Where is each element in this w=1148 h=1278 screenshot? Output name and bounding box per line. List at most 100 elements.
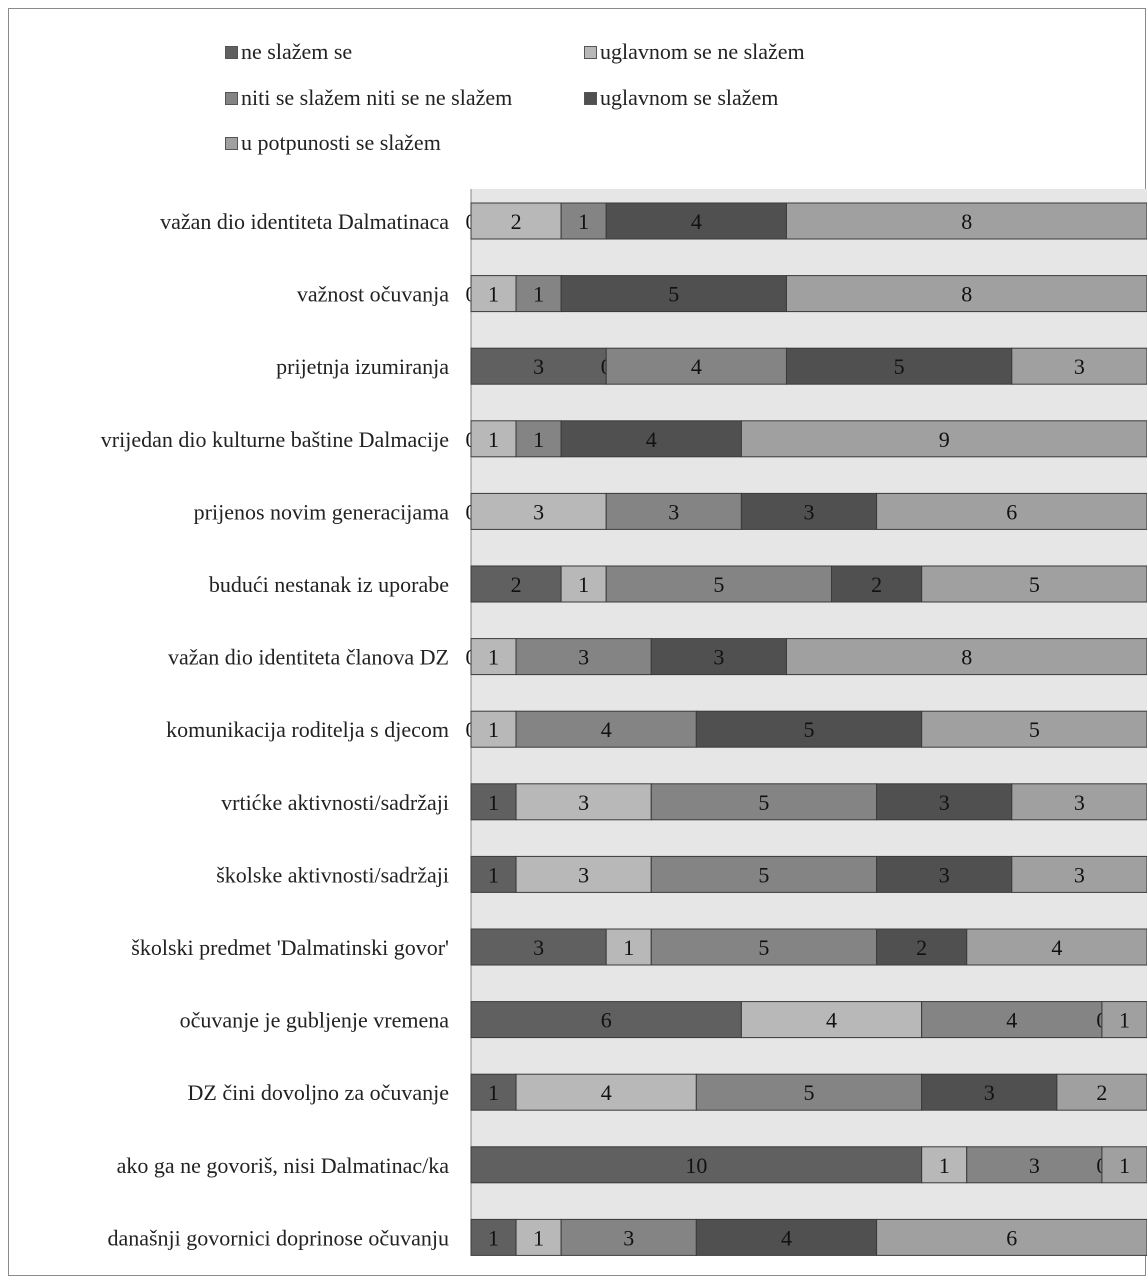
data-label: 2	[511, 209, 522, 234]
bar-segment	[470, 1073, 517, 1111]
bar-segment	[1011, 855, 1147, 893]
bar-segment	[515, 1218, 562, 1256]
category-label: ako ga ne govoriš, nisi Dalmatinac/ka	[117, 1153, 450, 1178]
bar-segment	[921, 1073, 1058, 1111]
legend-label: u potpunosti se slažem	[241, 130, 441, 155]
legend-item: uglavnom se slažem	[584, 85, 778, 111]
data-label: 5	[758, 790, 769, 815]
bar-segment	[876, 928, 968, 966]
bar-segment	[785, 638, 1147, 676]
data-label: 4	[646, 427, 657, 452]
legend-item: ne slažem se	[225, 39, 352, 65]
legend-label: uglavnom se ne slažem	[600, 39, 805, 64]
data-label: 1	[533, 427, 544, 452]
data-label: 1	[488, 862, 499, 887]
bar-segment	[470, 928, 607, 966]
data-label: 5	[804, 717, 815, 742]
bar-segment	[470, 1146, 923, 1184]
data-label: 6	[1006, 1225, 1017, 1250]
data-label: 1	[623, 935, 634, 960]
data-label: 5	[894, 354, 905, 379]
data-label: 3	[939, 790, 950, 815]
bar-segment	[966, 1146, 1103, 1184]
category-label: važan dio identiteta članova DZ	[168, 645, 449, 670]
data-label: 4	[691, 354, 702, 379]
data-label: 4	[601, 1080, 612, 1105]
bar-segment	[560, 275, 787, 313]
bar-segment	[740, 420, 1147, 458]
data-label: 1	[578, 572, 589, 597]
bar-segment	[785, 347, 1013, 385]
data-label: 2	[871, 572, 882, 597]
data-label: 8	[961, 282, 972, 307]
bar-segment	[695, 710, 923, 748]
bar-segment	[1011, 783, 1147, 821]
bar-segment	[876, 855, 1013, 893]
data-label: 3	[713, 645, 724, 670]
bar-segment	[921, 565, 1147, 603]
bar-segment	[740, 492, 878, 530]
data-label: 3	[804, 499, 815, 524]
bar-segment	[470, 492, 607, 530]
data-label: 5	[758, 935, 769, 960]
data-label: 8	[961, 209, 972, 234]
bar-segment	[515, 638, 652, 676]
bar-segment	[605, 565, 833, 603]
data-label: 1	[488, 645, 499, 670]
data-label: 3	[578, 645, 589, 670]
data-label: 4	[1051, 935, 1062, 960]
bar-segment	[560, 420, 742, 458]
bar-segment	[515, 783, 652, 821]
legend-swatch	[225, 45, 238, 59]
bar-segment	[470, 1001, 742, 1039]
bar-segment	[921, 1001, 1103, 1039]
data-label: 1	[533, 282, 544, 307]
data-label: 1	[1119, 1153, 1130, 1178]
bar-segment	[785, 275, 1147, 313]
bar-segment	[470, 710, 517, 748]
data-label: 4	[691, 209, 702, 234]
data-label: 3	[984, 1080, 995, 1105]
data-label: 6	[1006, 499, 1017, 524]
bar-segment	[785, 202, 1147, 240]
category-label: DZ čini dovoljno za očuvanje	[188, 1080, 449, 1105]
data-label: 8	[961, 645, 972, 670]
bar-segment	[515, 275, 562, 313]
data-label: 3	[533, 935, 544, 960]
data-label: 1	[578, 209, 589, 234]
bar-segment	[515, 420, 562, 458]
bar-segment	[695, 1218, 878, 1256]
bar-segment	[1101, 1001, 1147, 1039]
legend-item: niti se slažem niti se ne slažem	[225, 85, 512, 111]
bar-segment	[560, 202, 607, 240]
data-label: 5	[804, 1080, 815, 1105]
chart-frame: ne slažem se uglavnom se ne slažem niti se…	[8, 8, 1147, 1276]
data-label: 3	[533, 499, 544, 524]
bar-segment	[650, 783, 878, 821]
category-label: vrijedan dio kulturne baštine Dalmacije	[101, 427, 449, 452]
data-label: 5	[1029, 717, 1040, 742]
category-label: budući nestanak iz uporabe	[209, 572, 449, 597]
legend-item: u potpunosti se slažem	[225, 130, 441, 156]
bar-segment	[650, 855, 878, 893]
data-label: 5	[668, 282, 679, 307]
bar-segment	[470, 420, 517, 458]
bar-segment	[470, 347, 607, 385]
data-label: 1	[488, 427, 499, 452]
data-label: 3	[1074, 862, 1085, 887]
category-label: očuvanje je gubljenje vremena	[180, 1008, 450, 1033]
data-label: 1	[488, 717, 499, 742]
data-label: 1	[533, 1225, 544, 1250]
bar-segment	[560, 1218, 697, 1256]
legend-label: ne slažem se	[241, 39, 353, 64]
data-label: 4	[826, 1008, 837, 1033]
data-label: 5	[713, 572, 724, 597]
legend-swatch	[225, 136, 238, 150]
data-label: 3	[1029, 1153, 1040, 1178]
data-label: 3	[1074, 354, 1085, 379]
bar-segment	[650, 928, 878, 966]
data-label: 4	[1006, 1008, 1017, 1033]
bar-segment	[470, 638, 517, 676]
data-label: 1	[939, 1153, 950, 1178]
data-label: 2	[511, 572, 522, 597]
